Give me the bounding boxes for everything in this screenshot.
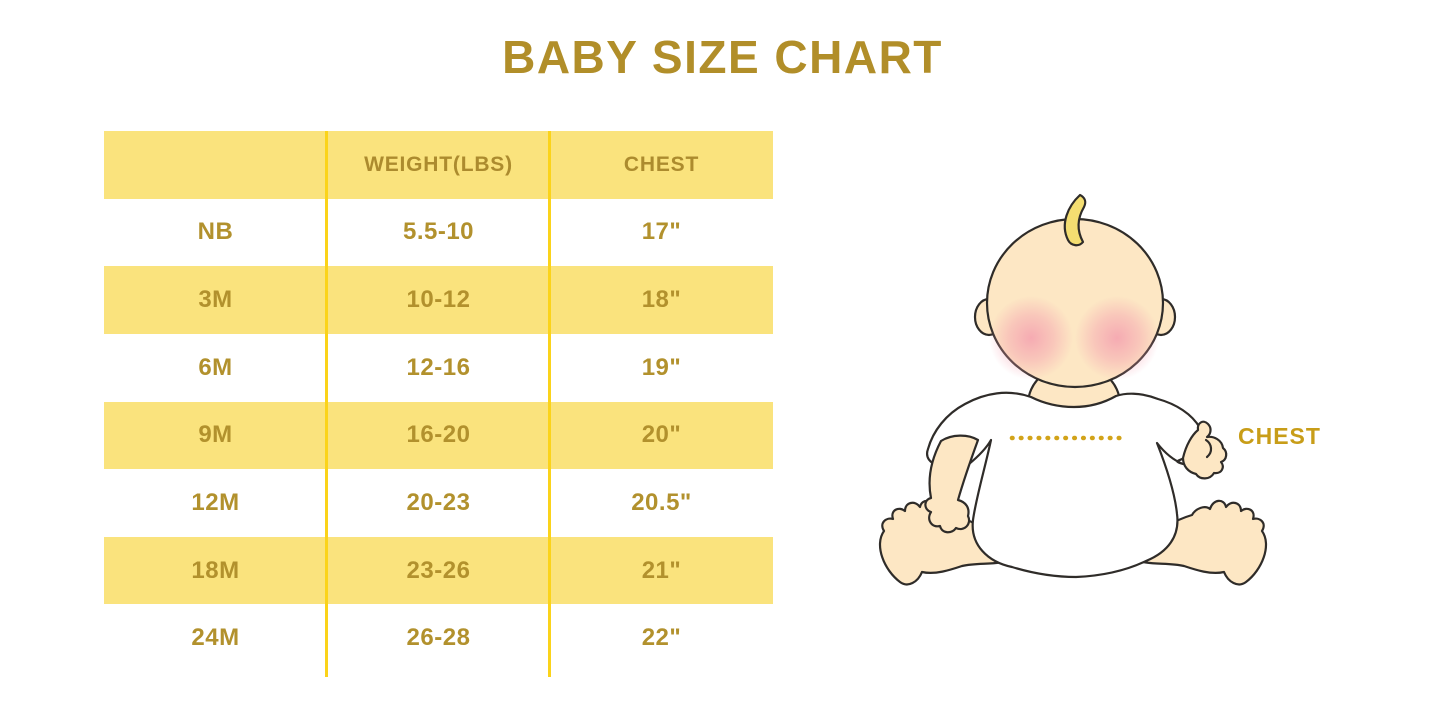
- size-cell: 24M: [191, 624, 240, 652]
- baby-right-cheek-blush: [1075, 296, 1159, 380]
- table-row: NB 5.5-10 17": [104, 199, 773, 267]
- column-separator: [548, 131, 551, 677]
- baby-left-cheek-blush: [989, 296, 1073, 380]
- weight-cell: 23-26: [406, 556, 471, 584]
- baby-fist-knuckle-line: [1204, 438, 1213, 459]
- chest-cell: 22": [641, 624, 682, 652]
- size-cell: 18M: [191, 556, 240, 584]
- table-header-row: WEIGHT(LBS) CHEST: [104, 131, 773, 199]
- size-cell: 6M: [198, 353, 233, 381]
- size-cell: 3M: [198, 286, 233, 314]
- table-row: 24M 26-28 22": [104, 604, 773, 672]
- table-row: 6M 12-16 19": [104, 334, 773, 402]
- size-cell: 9M: [198, 421, 233, 449]
- baby-left-arm: [924, 434, 980, 534]
- page-title: BABY SIZE CHART: [502, 31, 943, 83]
- table-row: 3M 10-12 18": [104, 266, 773, 334]
- size-chart-table: WEIGHT(LBS) CHEST NB 5.5-10 17" 3M 10-12…: [104, 131, 773, 677]
- baby-hair-curl-icon: [1063, 193, 1087, 247]
- table-row: 9M 16-20 20": [104, 401, 773, 470]
- baby-right-leg: [1130, 499, 1267, 586]
- header-cell-weight: WEIGHT(LBS): [364, 152, 513, 176]
- header-cell-size: [104, 131, 327, 199]
- column-separator: [325, 131, 328, 677]
- table-row: 18M 23-26 21": [104, 536, 773, 605]
- chest-cell: 20": [641, 421, 682, 449]
- baby-sitting-icon: [879, 193, 1267, 586]
- baby-right-fist: [1181, 420, 1228, 480]
- size-cell: 12M: [191, 488, 240, 516]
- weight-cell: 20-23: [406, 488, 471, 516]
- chest-cell: 20.5": [631, 488, 692, 516]
- weight-cell: 5.5-10: [402, 218, 475, 246]
- size-cell: NB: [197, 218, 234, 246]
- baby-illustration: [865, 185, 1275, 595]
- weight-cell: 26-28: [406, 624, 471, 652]
- chest-cell: 18": [641, 286, 682, 314]
- table-row: 12M 20-23 20.5": [104, 469, 773, 537]
- weight-cell: 10-12: [406, 286, 471, 314]
- weight-cell: 16-20: [406, 421, 471, 449]
- chest-cell: 19": [641, 353, 682, 381]
- chest-cell: 17": [641, 218, 682, 246]
- header-cell-chest: CHEST: [623, 152, 700, 176]
- chest-measure-label: CHEST: [1238, 423, 1321, 449]
- weight-cell: 12-16: [406, 353, 471, 381]
- chest-cell: 21": [641, 556, 682, 584]
